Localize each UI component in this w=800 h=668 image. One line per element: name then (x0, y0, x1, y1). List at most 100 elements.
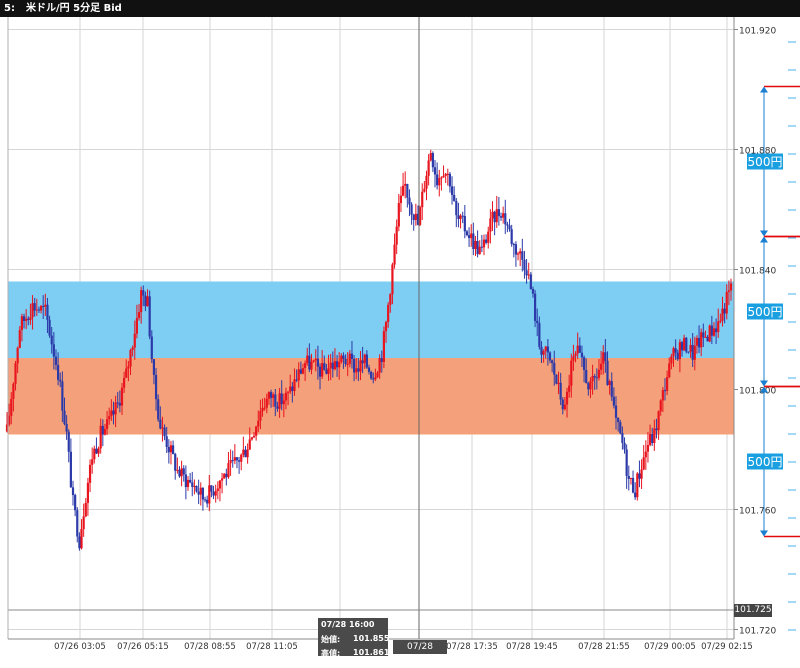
candle-body (54, 356, 58, 365)
candlestick-chart[interactable]: 101.920 101.880 101.840 101.800 101.760 101.7… (0, 17, 800, 656)
candle-body (570, 360, 573, 386)
candle-body (346, 363, 349, 365)
candle-body (125, 368, 128, 378)
candle-body (563, 404, 567, 410)
candle-body (108, 416, 111, 420)
candle-body (729, 283, 733, 291)
candle-body (678, 342, 681, 360)
candle-body (59, 379, 62, 382)
candle-body (350, 353, 354, 359)
candle-body (297, 369, 300, 381)
candle-body (97, 448, 100, 454)
candle-body (191, 482, 194, 487)
candle-body (269, 392, 273, 398)
candle-body (702, 332, 705, 338)
candle-body (642, 457, 645, 470)
candle-body (214, 491, 217, 496)
timeframe-label: 5: (4, 3, 15, 14)
candle-body (233, 457, 236, 461)
candle-body (591, 376, 594, 382)
candle-body (568, 385, 571, 392)
candle-body (295, 379, 298, 381)
candle-body (661, 390, 664, 401)
candle-body (427, 160, 430, 176)
candle-body (148, 296, 151, 337)
candle-body (220, 478, 224, 481)
candle-body (199, 487, 202, 495)
candle-body (551, 360, 554, 363)
candle-body (140, 290, 143, 313)
candle-body (71, 487, 75, 496)
candle-body (467, 235, 471, 239)
range-label-bg (747, 453, 783, 470)
candle-body (723, 308, 726, 314)
candle-body (91, 459, 94, 465)
candle-body (548, 352, 552, 361)
candle-body (189, 479, 192, 483)
candle-body (325, 369, 328, 374)
candle-body (497, 209, 500, 217)
candle-body (67, 431, 70, 452)
candle-body (387, 304, 390, 323)
candle-body (280, 393, 283, 405)
candle-body (640, 469, 643, 479)
candle-body (227, 463, 230, 478)
candle-body (169, 445, 173, 453)
candle-body (357, 368, 360, 372)
candle-body (61, 381, 64, 411)
candle-body (666, 377, 669, 391)
candle-body (533, 293, 537, 321)
candle-body (525, 270, 528, 276)
x-tick-label: 07/28 19:45 (506, 642, 558, 652)
candle-body (648, 434, 652, 446)
candle-body (229, 460, 232, 464)
candle-body (689, 344, 692, 352)
candle-body (301, 368, 305, 374)
candle-body (600, 363, 603, 370)
x-tick-label: 07/28 21:55 (578, 642, 630, 652)
candle-body (212, 491, 215, 496)
candle-body (457, 215, 460, 219)
candle-body (163, 427, 166, 437)
candle-body (131, 347, 134, 351)
candle-body (721, 308, 724, 321)
candle-body (440, 177, 443, 179)
candle-body (331, 362, 334, 370)
candle-body (604, 352, 607, 361)
tooltip-time: 07/28 16:00 (321, 620, 375, 629)
candle-body (318, 366, 322, 377)
candle-body (20, 316, 24, 331)
candle-body (491, 211, 494, 219)
candle-body (65, 423, 68, 432)
candle-body (42, 306, 45, 308)
candle-body (421, 191, 424, 208)
x-tick-label: 07/29 00:05 (644, 642, 696, 652)
candle-body (376, 372, 379, 378)
candle-body (248, 439, 251, 450)
candle-body (88, 464, 92, 483)
candle-body (95, 448, 98, 454)
candle-body (655, 428, 658, 431)
candle-body (691, 344, 694, 360)
candle-body (37, 309, 41, 311)
x-tick-label: 07/26 05:15 (117, 642, 169, 652)
candle-body (348, 353, 351, 364)
candle-body (265, 398, 268, 408)
candle-body (653, 428, 656, 444)
tooltip-open-value: 101.855 (353, 634, 390, 643)
candle-body (184, 474, 187, 488)
candle-body (419, 207, 422, 225)
candle-body (712, 328, 716, 336)
candle-body (116, 402, 119, 404)
candle-body (544, 346, 547, 352)
candle-body (608, 381, 611, 385)
candle-body (218, 480, 222, 489)
candle-body (606, 360, 609, 385)
candle-body (621, 433, 624, 443)
candle-body (382, 331, 386, 362)
candle-body (478, 246, 481, 255)
candle-body (86, 482, 90, 503)
candle-body (431, 153, 434, 168)
candle-body (246, 449, 249, 458)
candle-body (374, 377, 377, 380)
